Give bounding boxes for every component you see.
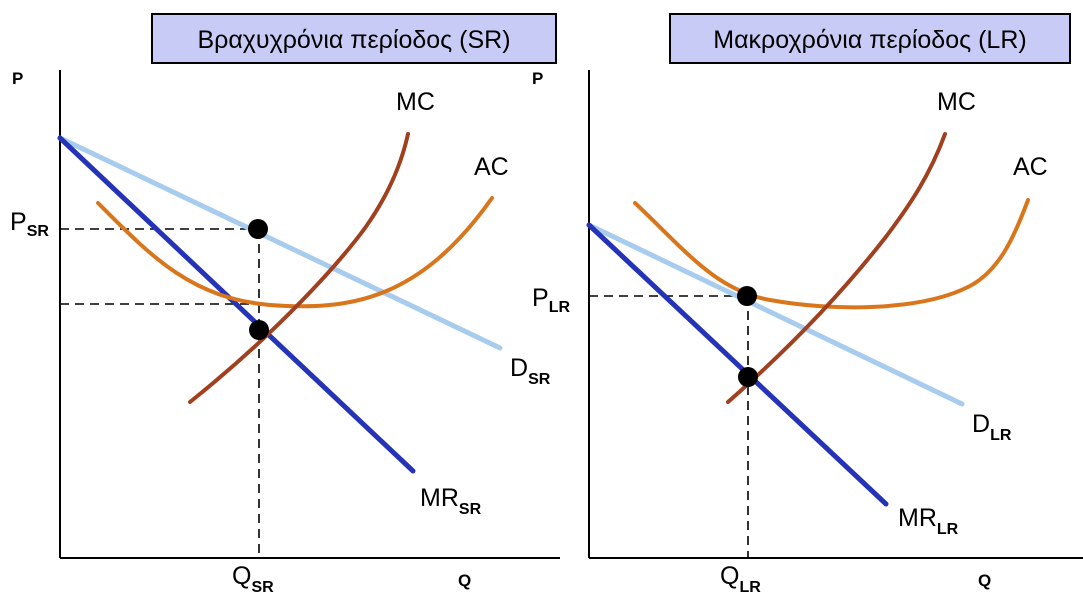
sr-average-cost-curve xyxy=(96,196,494,309)
sr-mr-label-sub: SR xyxy=(459,501,482,518)
sr-marginal-revenue-curve xyxy=(57,135,416,474)
sr-mr-label-main: MR xyxy=(420,484,459,512)
lr-quantity-label: QLR xyxy=(720,562,761,596)
sr-demand-label-main: D xyxy=(510,354,528,382)
short-run-panel: Βραχυχρόνια περίοδος (SR) P Q MC AC DSR … xyxy=(10,13,560,596)
sr-mc-label: MC xyxy=(396,88,435,116)
lr-price-label-sub: LR xyxy=(549,299,571,316)
lr-demand-label-sub: LR xyxy=(990,427,1012,444)
sr-ac-label: AC xyxy=(474,153,509,181)
lr-demand-label-main: D xyxy=(972,410,990,438)
sr-price-label-sub: SR xyxy=(27,223,50,240)
sr-price-point xyxy=(248,219,268,239)
sr-demand-label-sub: SR xyxy=(528,371,551,388)
lr-title-box xyxy=(669,13,1071,64)
lr-marginal-revenue-curve xyxy=(586,222,889,507)
lr-mr-label: MRLR xyxy=(898,504,959,538)
lr-price-label: PLR xyxy=(532,284,570,316)
sr-mr-mc-intersection-point xyxy=(249,320,269,340)
lr-ac-label: AC xyxy=(1013,153,1048,181)
sr-title: Βραχυχρόνια περίοδος (SR) xyxy=(197,26,510,54)
lr-quantity-label-main: Q xyxy=(720,562,739,590)
lr-axis-p-label: P xyxy=(532,69,543,88)
sr-quantity-label: QSR xyxy=(232,562,274,596)
long-run-panel: Μακροχρόνια περίοδος (LR) P Q MC AC DLR … xyxy=(532,13,1083,596)
sr-demand-label: DSR xyxy=(510,354,551,388)
lr-mr-mc-intersection-point xyxy=(738,367,758,387)
lr-demand-label: DLR xyxy=(972,410,1012,444)
lr-price-point xyxy=(737,286,757,306)
sr-axis-p-label: P xyxy=(12,69,23,88)
sr-axis-q-label: Q xyxy=(458,571,471,590)
lr-mr-label-sub: LR xyxy=(937,521,959,538)
sr-quantity-label-main: Q xyxy=(232,562,251,590)
sr-price-label: PSR xyxy=(10,208,49,240)
sr-marginal-cost-curve xyxy=(188,132,410,404)
sr-price-label-main: P xyxy=(10,208,27,236)
lr-mc-label: MC xyxy=(937,88,976,116)
lr-demand-curve xyxy=(586,222,965,407)
lr-average-cost-curve xyxy=(633,198,1030,310)
lr-quantity-label-sub: LR xyxy=(739,579,761,596)
lr-title: Μακροχρόνια περίοδος (LR) xyxy=(713,26,1026,54)
lr-axis-q-label: Q xyxy=(978,571,991,590)
sr-demand-curve xyxy=(57,135,503,351)
lr-mr-label-main: MR xyxy=(898,504,937,532)
lr-marginal-cost-curve xyxy=(726,132,947,404)
sr-quantity-label-sub: SR xyxy=(251,579,274,596)
lr-price-label-main: P xyxy=(532,284,549,312)
sr-title-box xyxy=(151,13,557,64)
sr-mr-label: MRSR xyxy=(420,484,482,518)
